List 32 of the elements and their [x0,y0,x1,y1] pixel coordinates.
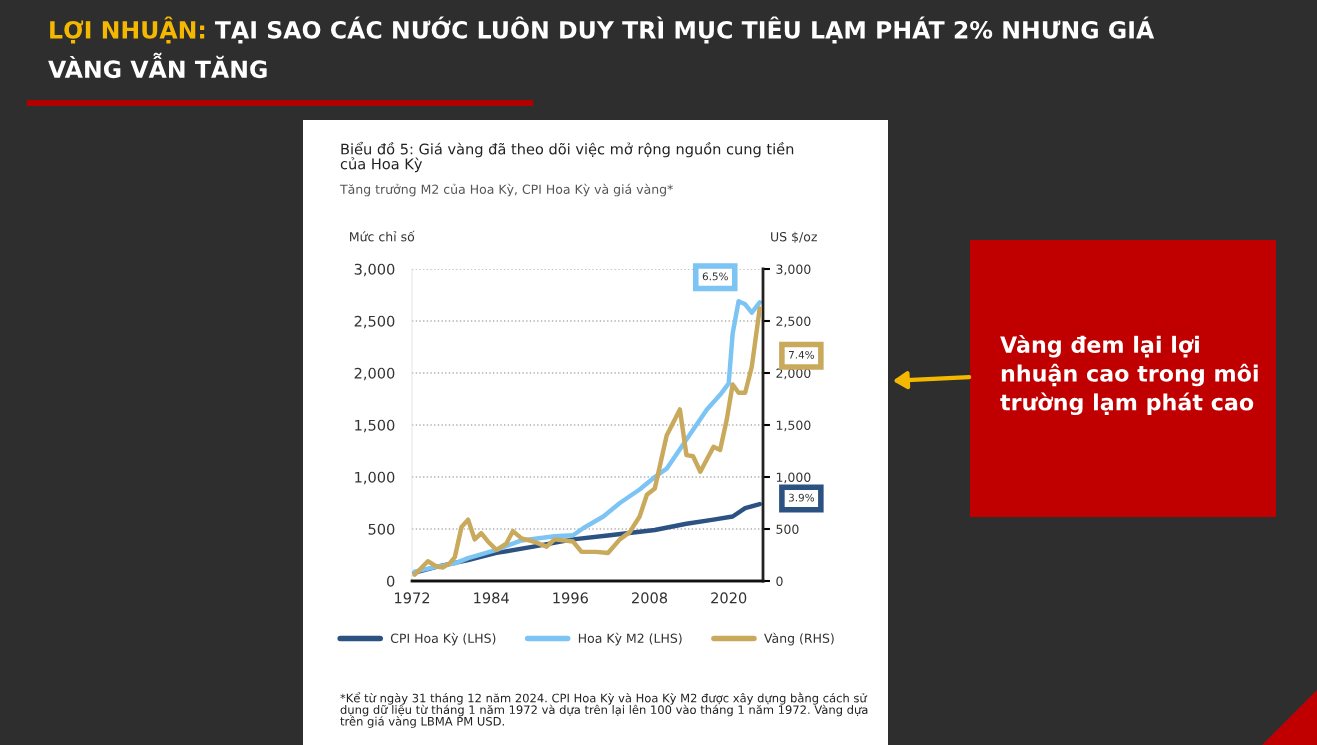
y-tick-label: 2,000 [354,367,395,381]
y2-tick-label: 2,000 [776,368,811,380]
x-tick-label: 1996 [553,592,588,604]
y2-tick-label: 1,500 [776,420,811,432]
y2-tick-label: 0 [776,576,783,586]
annotation: 6.5% [702,272,728,281]
text: Tăng trưởng M2 của Hoa Kỳ, CPI Hoa Kỳ và giá vàng* [339,183,673,197]
y2-tick-label: 2,500 [776,316,811,328]
y-tick-label: 2,500 [354,315,395,329]
y-tick-label: 1,500 [355,419,395,433]
x-tick-label: 1984 [474,592,509,604]
text: 7.4% [788,350,815,359]
x-tick-label: 2008 [632,592,668,604]
y-tick-label: 500 [368,523,395,535]
y2-axis-title: US $/oz [771,231,817,244]
legend-label: Vàng (RHS) [764,632,834,646]
text: Vàng đem lại lợi nhuận cao trong môi trường lạm phát cao [1000,334,1258,416]
y-tick-label: 0 [387,575,395,587]
text: 3.9% [788,493,815,502]
y2-tick-label: 1,000 [776,472,811,484]
x-tick-label: 1972 [395,592,430,604]
y-axis-title: Mức chỉ số [350,230,415,242]
y2-tick-label: 500 [776,524,799,534]
legend-label: Hoa Kỳ M2 (LHS) [578,632,682,646]
x-tick-label: 2020 [711,592,747,604]
chart-subtitle: Biểu đồ 5: Giá vàng đã theo dõi việc mở rộng nguồn cung tiền của Hoa Kỳ [340,141,794,173]
legend-label: CPI Hoa Kỳ (LHS) [390,632,496,646]
y2-tick-label: 3,000 [776,264,811,276]
text: *Kể từ ngày 31 tháng 12 năm 2024. CPI Hoa Kỳ và Hoa Kỳ M2 được xây dựng bằng cách sử dụng dữ liệu từ tháng 1 năm 1972 và dựa trên lại lên 100 vào tháng 1 năm 1972. Vàng dựa trên giá vàng LBMA PM USD. [340,692,868,728]
y-tick-label: 3,000 [354,263,395,277]
chart-title: LỢI NHUẬN: TẠI SAO CÁC NƯỚC LUÔN DUY TRÌ MỤC TIÊU LẠM PHÁT 2% NHƯNG GIÁ VÀNG VẪN TĂNG [48,16,1155,79]
y-tick-label: 1,000 [355,471,395,485]
